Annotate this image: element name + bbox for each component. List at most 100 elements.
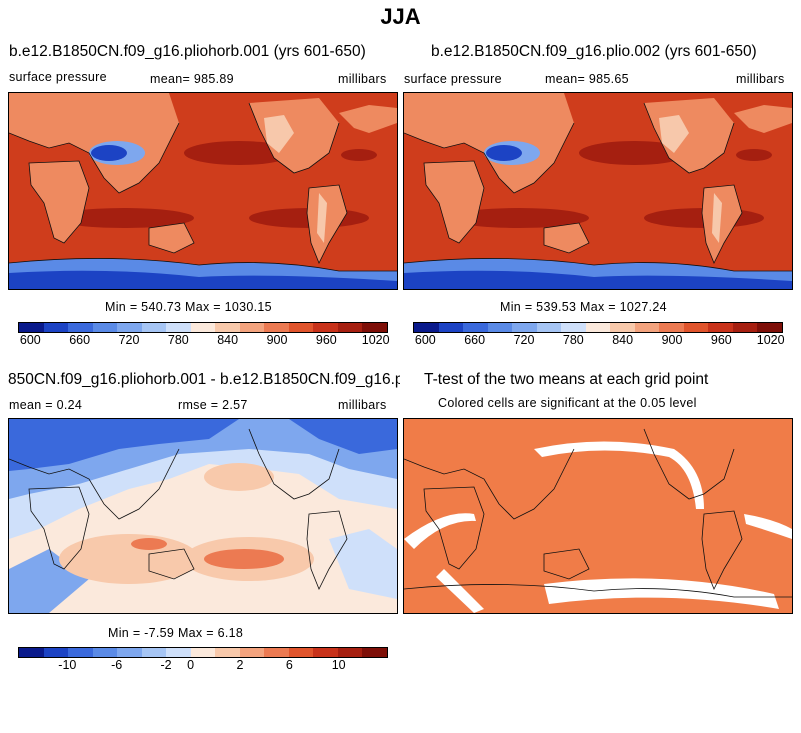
colorbar-cell: [264, 648, 289, 657]
colorbar-cell: [438, 323, 464, 332]
colorbar-tick-label: -2: [160, 658, 172, 672]
colorbar-cell: [634, 323, 660, 332]
colorbar-tick-label: 660: [69, 333, 91, 347]
colorbar-cell: [190, 323, 216, 332]
colorbar-cell: [708, 323, 733, 332]
colorbar-cell: [117, 323, 142, 332]
colorbar-cell: [92, 648, 118, 657]
colorbar-cell: [757, 323, 782, 332]
colorbar-tick-label: 960: [315, 333, 337, 347]
colorbar-tick-label: 780: [562, 333, 584, 347]
panel2-field-label: surface pressure: [404, 72, 502, 86]
colorbar-cell: [288, 323, 314, 332]
panel4-subtitle: Colored cells are significant at the 0.0…: [438, 396, 697, 410]
colorbar-tick-label: 1020: [756, 333, 785, 347]
panel3-map: [8, 418, 398, 614]
panel2-colorbar: [413, 322, 783, 333]
colorbar-cell: [19, 323, 44, 332]
panel1-field-label: surface pressure: [9, 70, 107, 84]
panel1-minmax: Min = 540.73 Max = 1030.15: [105, 300, 272, 314]
panel3-minmax: Min = -7.59 Max = 6.18: [108, 626, 244, 640]
colorbar-tick-label: -6: [111, 658, 123, 672]
colorbar-tick-label: 900: [661, 333, 683, 347]
panel2-map-svg: [404, 93, 792, 289]
panel4-map: [403, 418, 793, 614]
panel1-title: b.e12.B1850CN.f09_g16.pliohorb.001 (yrs …: [9, 43, 366, 60]
panel1-units: millibars: [338, 72, 387, 86]
colorbar-tick-label: 900: [266, 333, 288, 347]
colorbar-cell: [264, 323, 289, 332]
colorbar-cell: [288, 648, 314, 657]
colorbar-cell: [117, 648, 142, 657]
panel2-minmax: Min = 539.53 Max = 1027.24: [500, 300, 667, 314]
colorbar-cell: [414, 323, 439, 332]
colorbar-cell: [239, 323, 265, 332]
panel2-map: [403, 92, 793, 290]
colorbar-tick-label: 840: [217, 333, 239, 347]
panel3-mean: mean = 0.24: [9, 398, 83, 412]
colorbar-cell: [68, 648, 93, 657]
colorbar-tick-label: 0: [187, 658, 195, 672]
colorbar-tick-label: 6: [285, 658, 293, 672]
figure-title: JJA: [380, 4, 421, 29]
colorbar-tick-label: 600: [19, 333, 41, 347]
panel2-mean: mean= 985.65: [545, 72, 629, 86]
colorbar-cell: [92, 323, 118, 332]
colorbar-cell: [43, 648, 69, 657]
colorbar-tick-label: 600: [414, 333, 436, 347]
colorbar-cell: [215, 648, 240, 657]
colorbar-cell: [362, 323, 387, 332]
colorbar-cell: [512, 323, 537, 332]
colorbar-tick-label: 10: [331, 658, 346, 672]
colorbar-cell: [536, 323, 562, 332]
panel1-mean: mean= 985.89: [150, 72, 234, 86]
colorbar-cell: [362, 648, 387, 657]
panel1-map-svg: [9, 93, 397, 289]
colorbar-cell: [337, 648, 363, 657]
panel2-colorbar-ticks: 600 660 720 780 840 900 960 1020: [413, 333, 785, 349]
colorbar-cell: [610, 323, 635, 332]
panel2-units: millibars: [736, 72, 785, 86]
colorbar-cell: [190, 648, 216, 657]
colorbar-cell: [19, 648, 44, 657]
colorbar-tick-label: 2: [236, 658, 244, 672]
colorbar-tick-label: 720: [513, 333, 535, 347]
colorbar-tick-label: 720: [118, 333, 140, 347]
panel1-colorbar: [18, 322, 388, 333]
colorbar-cell: [68, 323, 93, 332]
colorbar-cell: [487, 323, 513, 332]
colorbar-cell: [141, 323, 167, 332]
colorbar-cell: [561, 323, 586, 332]
colorbar-tick-label: -10: [58, 658, 77, 672]
colorbar-tick-label: 840: [612, 333, 634, 347]
colorbar-cell: [659, 323, 684, 332]
colorbar-cell: [337, 323, 363, 332]
colorbar-cell: [141, 648, 167, 657]
colorbar-cell: [313, 323, 338, 332]
panel3-rmse: rmse = 2.57: [178, 398, 248, 412]
panel1-map: [8, 92, 398, 290]
colorbar-tick-label: 780: [167, 333, 189, 347]
panel3-colorbar: [18, 647, 388, 658]
colorbar-cell: [166, 648, 191, 657]
panel3-map-svg: [9, 419, 397, 613]
colorbar-cell: [683, 323, 709, 332]
colorbar-cell: [732, 323, 758, 332]
panel3-title: 850CN.f09_g16.pliohorb.001 - b.e12.B1850…: [8, 371, 400, 388]
colorbar-cell: [239, 648, 265, 657]
colorbar-cell: [313, 648, 338, 657]
colorbar-cell: [585, 323, 611, 332]
panel4-title: T-test of the two means at each grid poi…: [424, 371, 709, 388]
panel1-colorbar-ticks: 600 660 720 780 840 900 960 1020: [18, 333, 390, 349]
colorbar-tick-label: 960: [710, 333, 732, 347]
colorbar-cell: [463, 323, 488, 332]
panel4-map-svg: [404, 419, 792, 613]
panel2-title: b.e12.B1850CN.f09_g16.plio.002 (yrs 601-…: [431, 43, 757, 60]
colorbar-tick-label: 1020: [361, 333, 390, 347]
colorbar-tick-label: 660: [464, 333, 486, 347]
colorbar-cell: [43, 323, 69, 332]
panel3-colorbar-ticks: -10 -6 -2 0 2 6 10: [18, 658, 388, 674]
panel3-units: millibars: [338, 398, 387, 412]
colorbar-cell: [215, 323, 240, 332]
colorbar-cell: [166, 323, 191, 332]
